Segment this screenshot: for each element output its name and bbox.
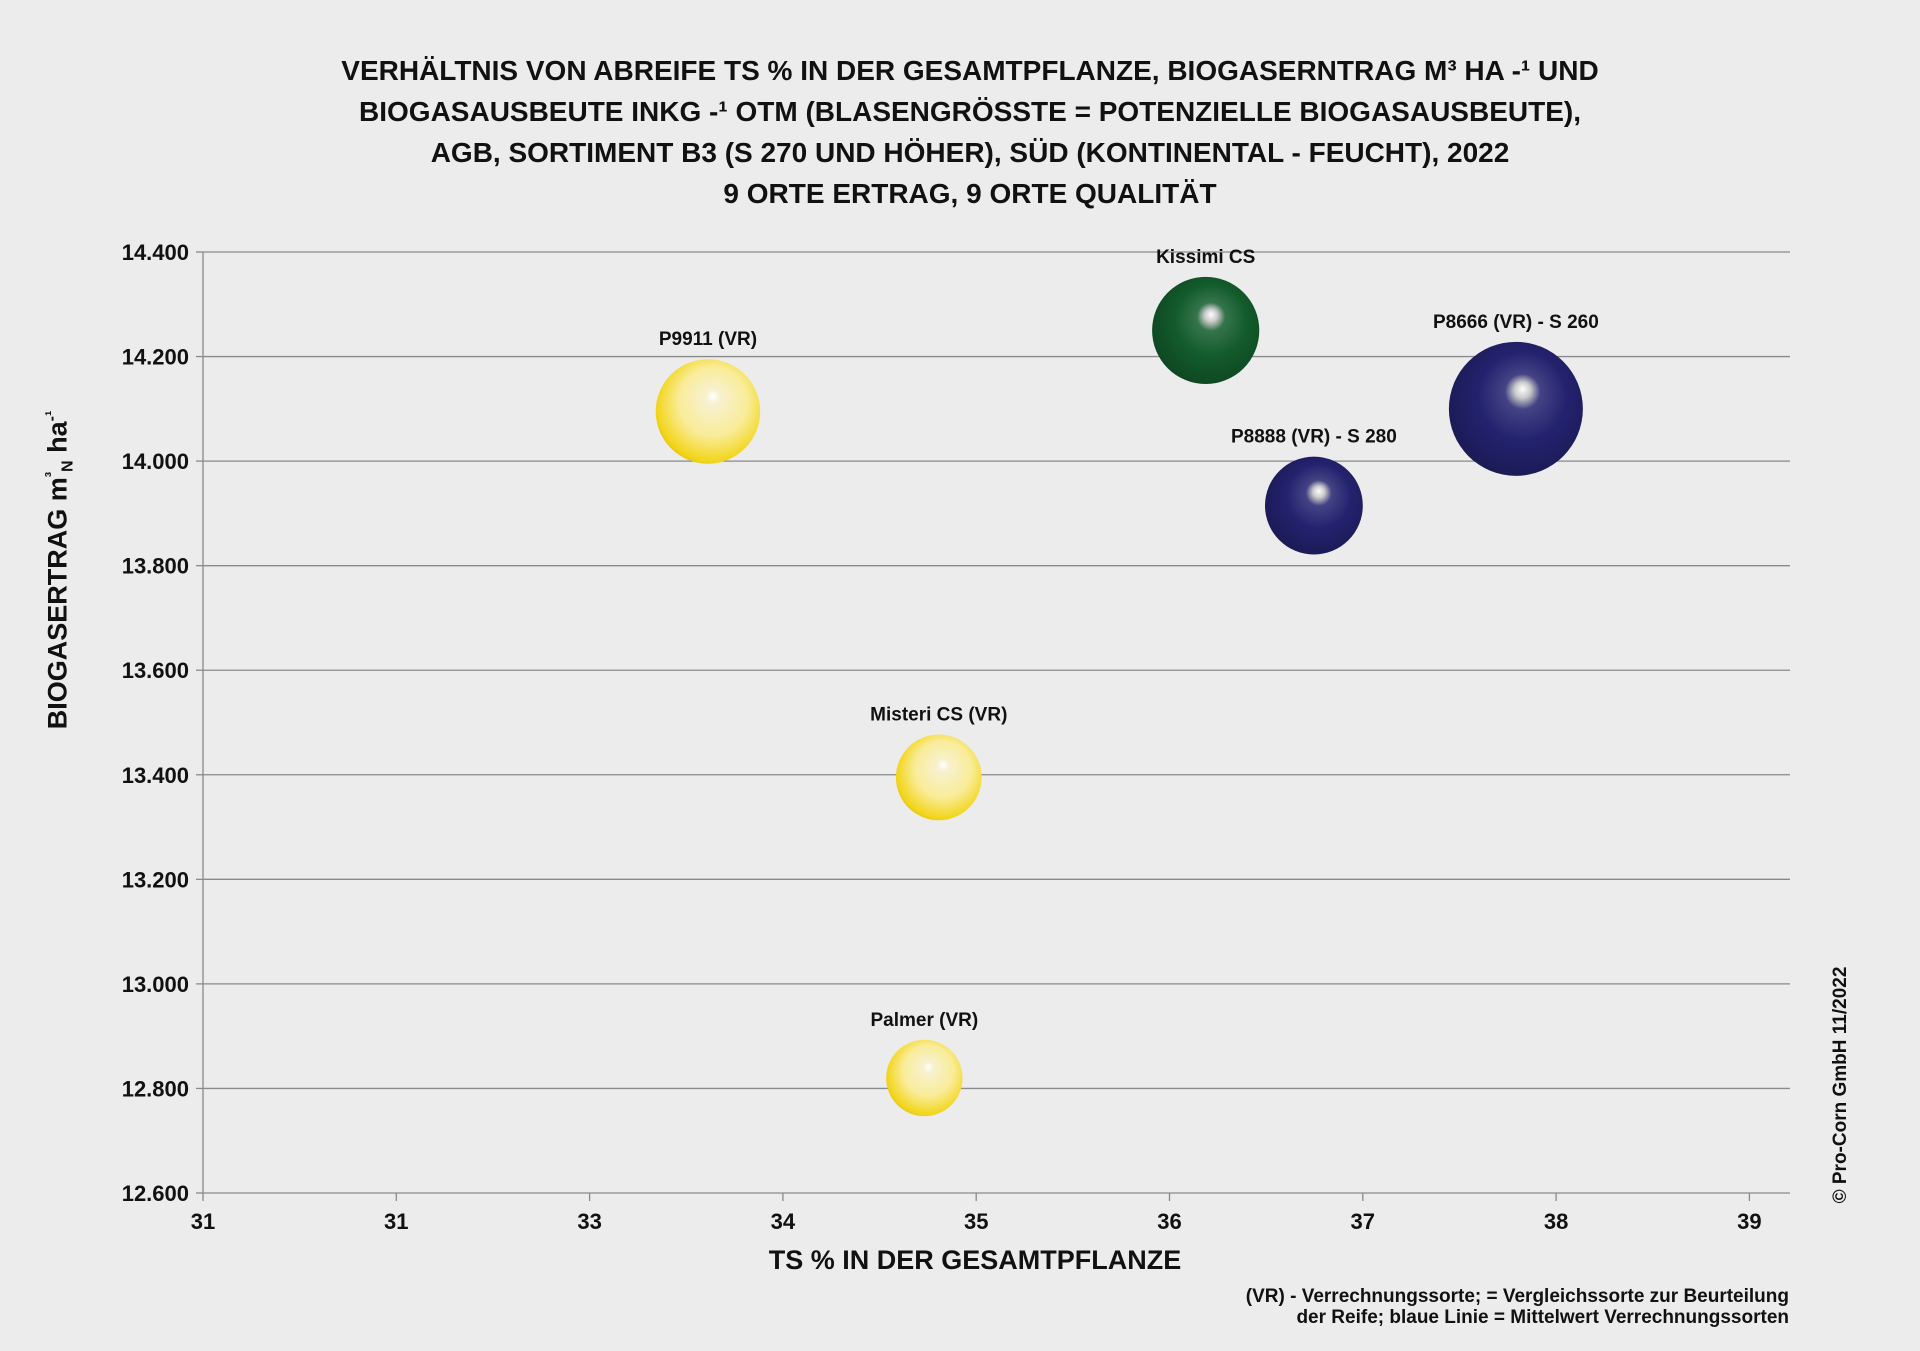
- y-tick-label: 14.200: [122, 345, 189, 370]
- x-tick-label: 34: [771, 1209, 796, 1234]
- bubble-label: P9911 (VR): [659, 329, 757, 350]
- x-tick-label: 31: [384, 1209, 408, 1234]
- x-axis-label: TS % IN DER GESAMTPFLANZE: [768, 1245, 1182, 1275]
- bubble-label: P8666 (VR) - S 260: [1433, 312, 1599, 333]
- y-tick-label: 14.000: [122, 449, 189, 474]
- x-axis-ticks: 31 31 33 34 35 36 37 38 39: [191, 1209, 1762, 1234]
- y-tick-label: 13.400: [122, 763, 189, 788]
- bubble-label: Misteri CS (VR): [870, 705, 1007, 726]
- x-tick-label: 38: [1544, 1209, 1568, 1234]
- chart-title-line-1: VERHÄLTNIS VON ABREIFE TS % IN DER GESAM…: [341, 55, 1599, 86]
- footnote: (VR) - Verrechnungssorte; = Vergleichsso…: [1246, 1286, 1789, 1328]
- footnote-line-1: (VR) - Verrechnungssorte; = Vergleichsso…: [1245, 1286, 1789, 1307]
- x-tick-label: 31: [191, 1209, 215, 1234]
- y-axis-label-main: BIOGASERTRAG m: [42, 477, 73, 730]
- chart-title: VERHÄLTNIS VON ABREIFE TS % IN DER GESAM…: [260, 50, 1680, 214]
- y-axis-ticks: 14.400 14.200 14.000 13.800 13.600 13.400 13.2…: [122, 240, 189, 1206]
- y-axis-label-sub: N: [59, 460, 77, 472]
- x-tick-label: 37: [1351, 1209, 1375, 1234]
- y-tick-label: 13.200: [122, 867, 189, 892]
- chart-title-line-3: AGB, SORTIMENT B3 (S 270 UND HÖHER), SÜD…: [430, 137, 1510, 168]
- y-axis-label-unit: ha: [42, 421, 73, 461]
- y-tick-label: 14.400: [122, 240, 189, 265]
- y-axis-label-sup: ³: [43, 471, 61, 478]
- chart-title-line-4: 9 ORTE ERTRAG, 9 ORTE QUALITÄT: [723, 178, 1217, 209]
- footnote-line-2: der Reife; blaue Linie = Mittelwert Verr…: [1296, 1307, 1789, 1328]
- y-axis-label: BIOGASERTRAG m³N ha-¹: [42, 411, 77, 730]
- x-tick-label: 36: [1157, 1209, 1181, 1234]
- grid-lines: [196, 251, 1790, 1201]
- copyright: © Pro-Corn GmbH 11/2022: [1830, 966, 1851, 1204]
- bubble: [1152, 276, 1260, 385]
- bubble-label: Palmer (VR): [871, 1010, 979, 1031]
- y-axis-label-unit-sup: -¹: [43, 410, 61, 422]
- bubble: [895, 734, 982, 821]
- chart-title-line-2: BIOGASAUSBEUTE INKG -¹ OTM (BLASENGRÖSST…: [359, 96, 1581, 127]
- y-tick-label: 12.600: [122, 1181, 189, 1206]
- bubble-label: Kissimi CS: [1156, 247, 1255, 268]
- x-tick-label: 33: [577, 1209, 601, 1234]
- x-tick-label: 39: [1737, 1209, 1761, 1234]
- bubble: [886, 1039, 963, 1117]
- y-tick-label: 13.600: [122, 658, 189, 683]
- y-tick-label: 13.800: [122, 554, 189, 579]
- bubbles: P9911 (VR) Kissimi CS P8666 (VR) - S 260 P8…: [655, 247, 1599, 1117]
- y-tick-label: 12.800: [122, 1076, 189, 1101]
- bubble: [655, 359, 761, 464]
- bubble: [1448, 341, 1583, 476]
- bubble: [1264, 456, 1363, 555]
- x-tick-label: 35: [964, 1209, 988, 1234]
- y-tick-label: 13.000: [122, 972, 189, 997]
- bubble-label: P8888 (VR) - S 280: [1231, 427, 1397, 448]
